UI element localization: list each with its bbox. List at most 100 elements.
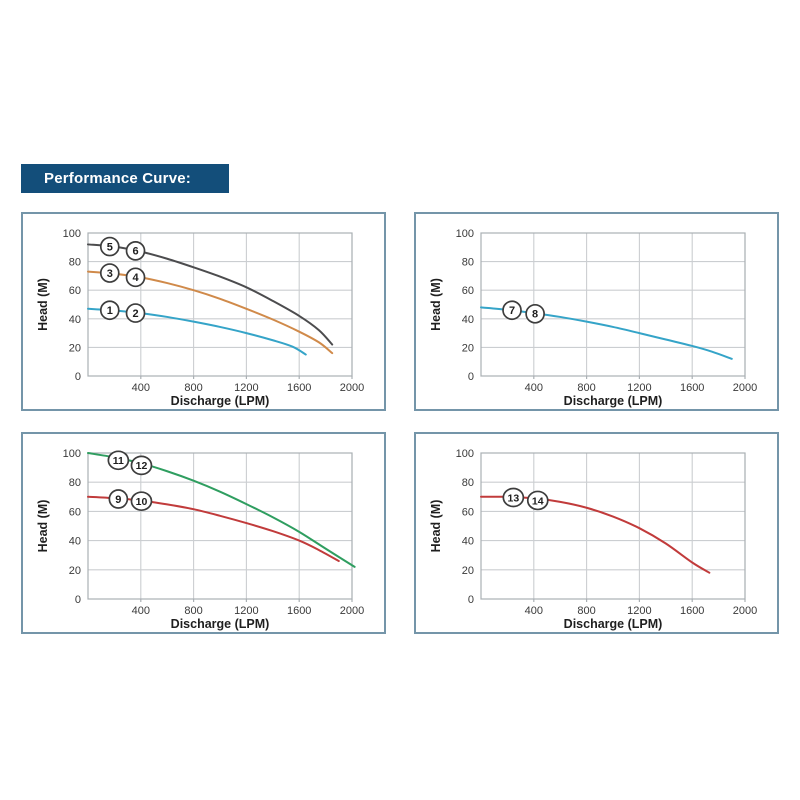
svg-text:80: 80 [462,477,474,489]
svg-text:60: 60 [462,285,474,297]
svg-text:800: 800 [577,382,595,394]
svg-text:2000: 2000 [733,605,757,617]
y-axis-title: Head (M) [36,500,50,553]
svg-text:1200: 1200 [627,382,651,394]
svg-text:80: 80 [462,257,474,269]
svg-text:80: 80 [69,257,81,269]
section-title: Performance Curve: [44,170,191,187]
y-axis-title: Head (M) [429,500,443,553]
marker-2: 2 [125,303,146,323]
plot-border [480,232,746,377]
marker-1: 1 [99,300,120,321]
svg-text:4: 4 [132,272,139,284]
x-axis-title: Discharge (LPM) [564,617,663,631]
marker-6: 6 [125,241,146,261]
svg-text:20: 20 [69,565,81,577]
x-tick-marks [140,376,353,379]
marker-12: 12 [130,455,153,476]
svg-text:1200: 1200 [234,605,258,617]
chart-canvas-bottom-right: 0 20 40 60 80 100 400 800 1200 1600 2000 Head (M) Di… [429,448,758,631]
plot-border [87,232,353,377]
svg-text:1600: 1600 [287,382,311,394]
x-axis-title: Discharge (LPM) [564,394,663,408]
y-axis-title: Head (M) [429,278,443,331]
svg-text:1: 1 [107,305,113,317]
svg-text:14: 14 [532,495,544,507]
svg-text:3: 3 [107,268,113,280]
marker-4: 4 [125,267,146,288]
svg-text:800: 800 [577,605,595,617]
curve-9-10 [87,495,340,563]
marker-14: 14 [526,490,549,511]
marker-13: 13 [502,487,525,508]
plot-border [480,452,746,600]
tick-labels: 0 20 40 60 80 100 400 800 1200 1600 2000 [63,448,365,617]
svg-text:5: 5 [107,241,113,253]
svg-text:100: 100 [456,448,474,460]
grid [88,453,353,599]
x-axis-title: Discharge (LPM) [171,617,270,631]
x-tick-marks [533,599,746,602]
svg-text:40: 40 [462,536,474,548]
marker-10: 10 [130,491,153,512]
svg-text:1600: 1600 [287,605,311,617]
tick-labels: 0 20 40 60 80 100 400 800 1200 1600 2000 [63,228,365,394]
svg-text:80: 80 [69,477,81,489]
y-axis-title: Head (M) [36,278,50,331]
svg-text:11: 11 [113,455,124,467]
svg-text:800: 800 [184,605,202,617]
plot-border [87,452,353,600]
chart-panel-top-left: 0 20 40 60 80 100 400 800 1200 1600 2000 Head (M) Di… [21,212,386,411]
svg-text:12: 12 [136,460,148,472]
chart-canvas-top-right: 0 20 40 60 80 100 400 800 1200 1600 2000 Head (M) Di… [429,228,758,408]
svg-text:0: 0 [75,371,81,383]
svg-text:2000: 2000 [733,382,757,394]
chart-canvas-bottom-left: 0 20 40 60 80 100 400 800 1200 1600 2000 Head (M) Di… [36,448,365,631]
x-tick-marks [533,376,746,379]
svg-text:2: 2 [132,308,138,320]
svg-text:40: 40 [462,314,474,326]
svg-text:1200: 1200 [234,382,258,394]
svg-text:7: 7 [509,305,515,317]
chart-panel-top-right: 0 20 40 60 80 100 400 800 1200 1600 2000 Head (M) Di… [414,212,779,411]
chart-panel-bottom-left: 0 20 40 60 80 100 400 800 1200 1600 2000 Head (M) Di… [21,432,386,634]
grid [481,453,746,599]
svg-text:100: 100 [63,228,81,240]
svg-text:2000: 2000 [340,382,364,394]
svg-text:8: 8 [532,309,538,321]
marker-8: 8 [525,303,545,324]
marker-11: 11 [107,450,130,471]
svg-text:100: 100 [456,228,474,240]
curve-13-14 [480,495,711,574]
svg-text:0: 0 [75,594,81,606]
svg-text:9: 9 [115,494,121,506]
marker-5: 5 [99,236,120,257]
svg-text:10: 10 [136,496,148,508]
svg-text:0: 0 [468,594,474,606]
svg-text:6: 6 [132,246,138,258]
svg-text:40: 40 [69,536,81,548]
tick-labels: 0 20 40 60 80 100 400 800 1200 1600 2000 [456,228,758,394]
svg-text:800: 800 [184,382,202,394]
x-tick-marks [140,599,353,602]
section-title-bar: Performance Curve: [21,164,229,193]
tick-labels: 0 20 40 60 80 100 400 800 1200 1600 2000 [456,448,758,617]
svg-text:400: 400 [525,382,543,394]
svg-text:1600: 1600 [680,605,704,617]
svg-text:400: 400 [132,382,150,394]
svg-text:0: 0 [468,371,474,383]
svg-text:1200: 1200 [627,605,651,617]
marker-7: 7 [502,300,522,321]
svg-text:1600: 1600 [680,382,704,394]
svg-text:400: 400 [132,605,150,617]
marker-3: 3 [99,263,120,283]
chart-canvas-top-left: 0 20 40 60 80 100 400 800 1200 1600 2000 Head (M) Di… [36,228,365,408]
svg-text:20: 20 [462,565,474,577]
svg-text:60: 60 [69,506,81,518]
grid [481,233,746,376]
svg-text:13: 13 [507,492,519,504]
svg-text:20: 20 [69,342,81,354]
svg-text:20: 20 [462,342,474,354]
marker-9: 9 [108,489,129,509]
svg-text:100: 100 [63,448,81,460]
